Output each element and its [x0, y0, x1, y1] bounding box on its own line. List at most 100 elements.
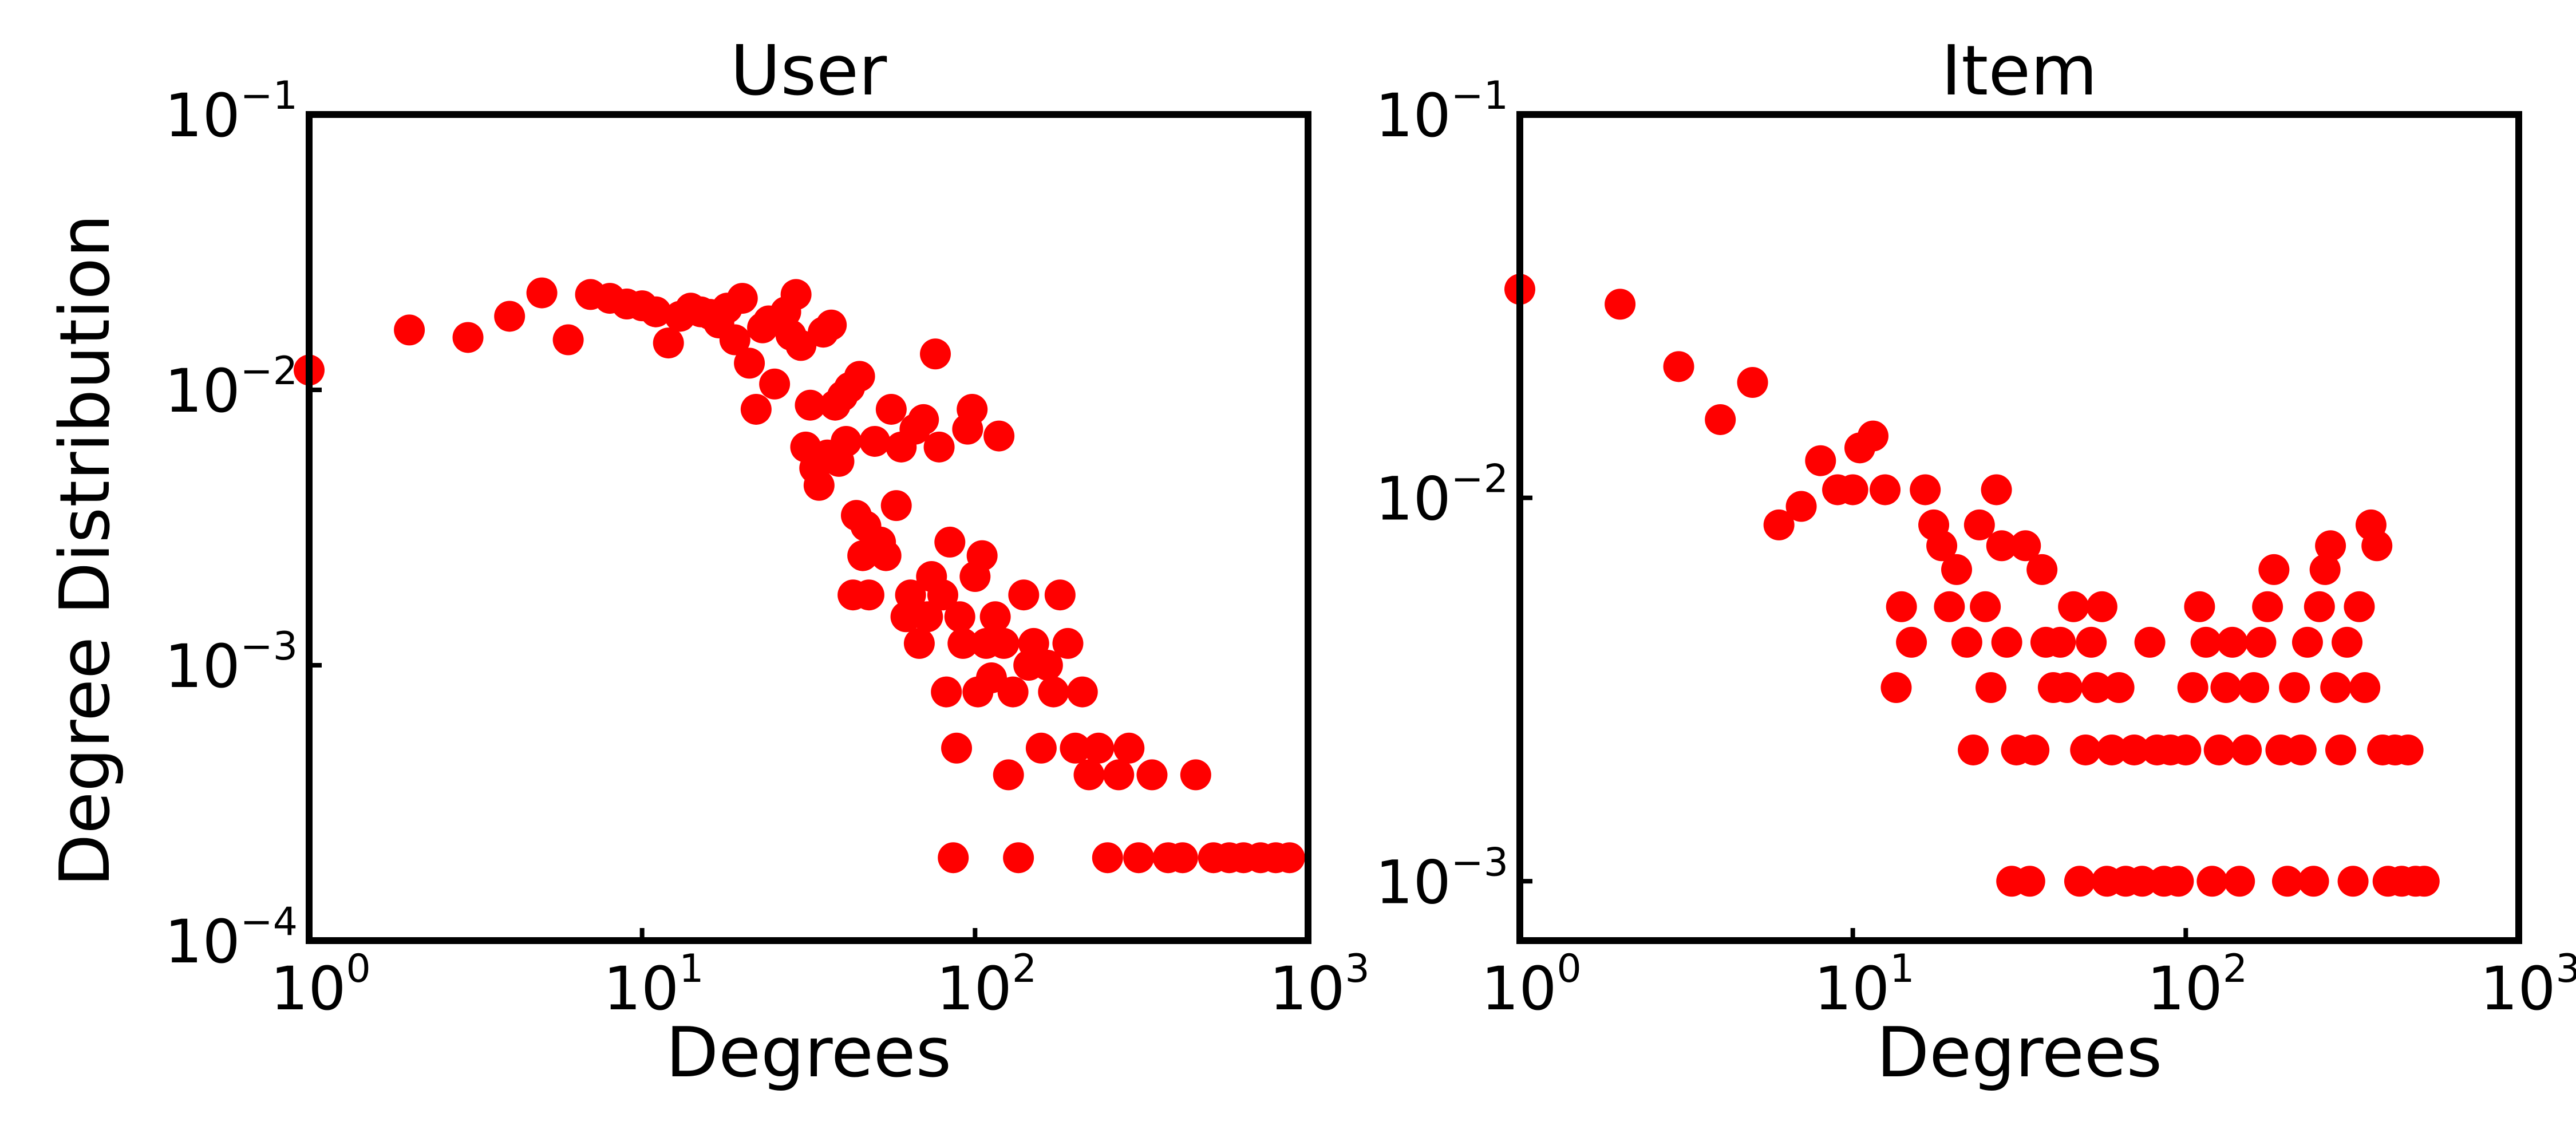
y-tick-label: 10−2	[1375, 457, 1508, 534]
x-tick-exponent: 0	[346, 946, 371, 992]
x-tick-label: 101	[1814, 946, 1915, 1024]
data-point	[2081, 672, 2112, 704]
data-point	[2245, 626, 2277, 658]
data-point	[2231, 734, 2262, 765]
data-point	[2070, 734, 2101, 765]
data-point	[2103, 672, 2135, 704]
x-tick-label: 102	[937, 946, 1037, 1024]
data-point	[1025, 732, 1057, 764]
data-point	[1805, 445, 1836, 476]
data-point	[2304, 591, 2335, 622]
data-point	[1136, 759, 1168, 791]
data-point	[920, 338, 951, 370]
y-tick-exponent: −1	[1451, 73, 1508, 119]
chart-title: User	[730, 31, 887, 111]
data-point	[2315, 530, 2346, 562]
data-point	[2170, 734, 2202, 765]
data-point	[1976, 672, 2007, 704]
data-point	[2051, 672, 2083, 704]
x-tick-exponent: 3	[2556, 946, 2576, 992]
data-point	[859, 425, 891, 457]
data-point	[2177, 672, 2208, 704]
x-tick-exponent: 0	[1557, 946, 1582, 992]
y-tick-base: 10	[164, 356, 240, 426]
y-tick-exponent: −4	[240, 899, 298, 945]
data-point	[653, 327, 684, 359]
data-point	[2184, 591, 2215, 622]
x-tick-exponent: 1	[1890, 946, 1914, 992]
x-tick-base: 10	[1269, 954, 1345, 1024]
x-axis-label: Degrees	[1876, 1013, 2162, 1093]
data-point	[1941, 554, 1973, 585]
data-point	[1605, 289, 1636, 320]
data-point	[2298, 866, 2329, 897]
data-point	[2127, 866, 2158, 897]
data-point	[2014, 866, 2045, 897]
x-tick-base: 10	[1814, 954, 1890, 1024]
data-point	[2203, 734, 2235, 765]
data-point	[844, 361, 875, 392]
data-point	[719, 324, 750, 356]
data-point	[1073, 759, 1105, 791]
x-tick-base: 10	[937, 954, 1012, 1024]
data-point	[780, 279, 812, 310]
data-point	[1986, 530, 2017, 562]
data-point	[831, 425, 862, 457]
data-point	[2045, 626, 2076, 658]
data-point	[795, 389, 826, 421]
data-point	[1926, 530, 1958, 562]
data-point	[2096, 734, 2128, 765]
y-tick-label: 10−1	[164, 73, 298, 151]
y-tick-label: 10−4	[164, 899, 298, 977]
data-point	[759, 368, 791, 400]
data-point	[1857, 420, 1888, 452]
data-point	[2337, 866, 2369, 897]
data-point	[1123, 842, 1155, 874]
data-point	[2392, 734, 2424, 765]
data-point	[1092, 842, 1123, 874]
data-point	[875, 393, 907, 425]
y-tick-base: 10	[164, 907, 240, 977]
data-point	[927, 579, 958, 611]
data-point	[966, 540, 998, 571]
data-point	[1066, 676, 1098, 708]
data-point	[2119, 734, 2150, 765]
y-axis-label: Degree Distribution	[46, 214, 125, 887]
data-point	[2285, 734, 2317, 765]
y-tick-base: 10	[1375, 464, 1451, 534]
data-point	[1737, 367, 1768, 398]
data-point	[938, 842, 969, 874]
data-point	[2344, 591, 2375, 622]
data-point	[552, 324, 584, 356]
data-point	[1981, 474, 2012, 506]
data-point	[2086, 591, 2117, 622]
data-point	[2325, 734, 2357, 765]
x-tick-exponent: 2	[2223, 946, 2247, 992]
data-point	[1044, 579, 1076, 611]
data-point	[903, 627, 935, 659]
x-tick-label: 103	[2480, 946, 2576, 1024]
data-point	[1167, 842, 1198, 874]
data-point	[1003, 842, 1034, 874]
data-point	[2238, 672, 2270, 704]
y-tick-exponent: −3	[1451, 840, 1508, 885]
data-point	[895, 579, 926, 611]
data-point	[957, 393, 988, 425]
x-tick-label: 103	[1269, 946, 1370, 1024]
data-point	[1963, 509, 1995, 540]
y-tick-base: 10	[164, 81, 240, 151]
data-point	[1886, 591, 1917, 622]
data-point	[803, 469, 835, 501]
data-point	[640, 296, 671, 327]
plot-frame	[306, 111, 1311, 944]
data-point	[2349, 672, 2381, 704]
data-point	[2190, 626, 2222, 658]
x-tick-base: 10	[603, 954, 679, 1024]
data-point	[1060, 732, 1091, 764]
data-point	[2064, 866, 2095, 897]
data-point	[1032, 650, 1063, 681]
data-point	[734, 348, 765, 379]
data-point	[1785, 491, 1817, 522]
